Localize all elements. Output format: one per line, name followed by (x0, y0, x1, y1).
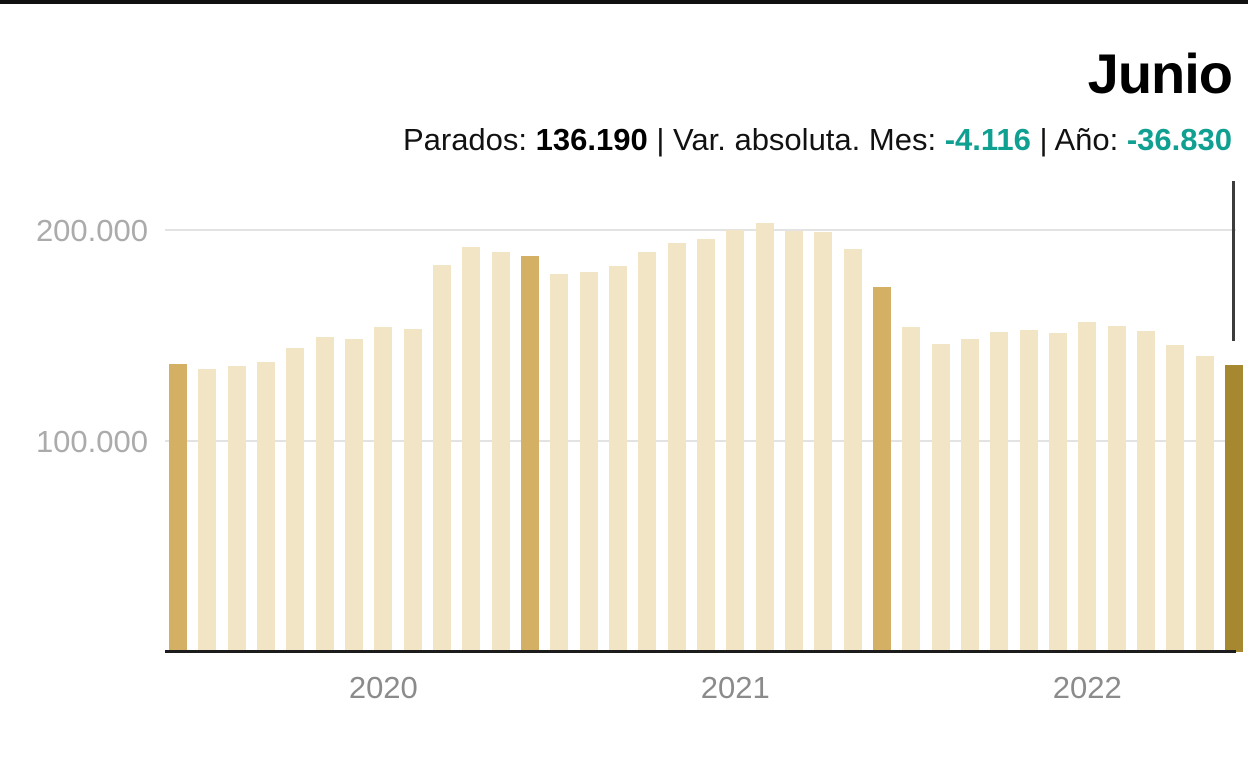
bar-jun-2022[interactable] (1224, 364, 1243, 652)
bar-feb-2022[interactable] (1107, 325, 1126, 652)
bar-jul-2021[interactable] (902, 327, 921, 652)
parados-value: 136.190 (535, 122, 648, 157)
x-axis-year-label-2021: 2021 (700, 670, 770, 705)
separator-2: | (1030, 122, 1055, 157)
x-axis-year-label-2020: 2020 (348, 670, 418, 705)
bar-sep-2021[interactable] (960, 338, 979, 652)
parados-label: Parados: (402, 122, 536, 157)
year-variation-value: -36.830 (1126, 122, 1232, 157)
bar-abr-2021[interactable] (814, 232, 833, 652)
bar-may-2022[interactable] (1195, 355, 1214, 652)
bar-may-2021[interactable] (843, 248, 862, 652)
stats-line: Parados: 136.190 | Var. absoluta. Mes: -… (403, 121, 1232, 160)
bar-abr-2022[interactable] (1166, 344, 1185, 652)
bar-jul-2020[interactable] (550, 273, 569, 652)
x-axis-year-label-2022: 2022 (1052, 670, 1122, 705)
bar-ago-2019[interactable] (227, 366, 246, 652)
y-axis-tick-label: 100.000 (35, 424, 148, 459)
bar-feb-2021[interactable] (755, 222, 774, 652)
bar-oct-2019[interactable] (286, 348, 305, 652)
top-divider-bar (0, 0, 1248, 4)
gridline-200.000 (165, 229, 1236, 231)
bar-nov-2021[interactable] (1019, 329, 1038, 652)
bar-dic-2021[interactable] (1048, 332, 1067, 652)
bar-ene-2020[interactable] (374, 326, 393, 652)
bar-jun-2020[interactable] (520, 256, 539, 652)
bar-oct-2020[interactable] (638, 251, 657, 652)
bar-mar-2022[interactable] (1136, 331, 1155, 652)
bar-jun-2021[interactable] (872, 286, 891, 652)
month-variation-value: -4.116 (944, 122, 1031, 157)
bar-feb-2020[interactable] (403, 328, 422, 652)
bar-mar-2021[interactable] (784, 230, 803, 652)
bar-sep-2019[interactable] (256, 362, 275, 652)
bar-jul-2019[interactable] (198, 369, 217, 652)
bar-ene-2022[interactable] (1078, 322, 1097, 652)
bar-dic-2019[interactable] (344, 339, 363, 652)
ano-label: Año: (1054, 122, 1127, 157)
bar-dic-2020[interactable] (696, 239, 715, 652)
selected-bar-pointer-line (1232, 181, 1236, 341)
bar-ago-2020[interactable] (579, 272, 598, 652)
bar-abr-2020[interactable] (462, 247, 481, 652)
selected-month-title: Junio (1087, 42, 1233, 105)
bar-mar-2020[interactable] (432, 265, 451, 652)
bar-jun-2019[interactable] (169, 364, 187, 652)
bar-ago-2021[interactable] (931, 343, 950, 652)
y-axis-tick-label: 200.000 (35, 213, 148, 248)
bar-nov-2019[interactable] (315, 337, 334, 652)
bar-sep-2020[interactable] (608, 265, 627, 652)
bar-nov-2020[interactable] (667, 242, 686, 652)
bar-may-2020[interactable] (491, 251, 510, 652)
separator-1: | (647, 122, 673, 157)
bar-oct-2021[interactable] (990, 332, 1009, 652)
bar-ene-2021[interactable] (726, 230, 745, 652)
x-axis-line (165, 650, 1236, 653)
var-absoluta-mes-label: Var. absoluta. Mes: (673, 122, 945, 157)
